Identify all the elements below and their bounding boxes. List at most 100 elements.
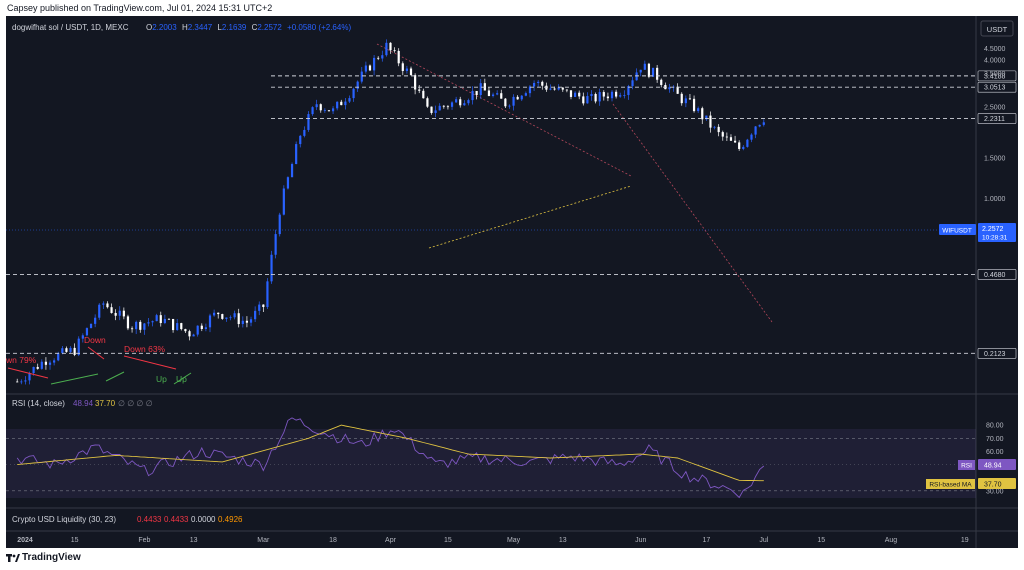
candle-body xyxy=(94,317,97,324)
candle-body xyxy=(241,320,244,325)
candle-body xyxy=(676,86,679,94)
publish-bar: Capsey published on TradingView.com, Jul… xyxy=(0,0,1024,16)
candle-body xyxy=(401,63,404,71)
candle-body xyxy=(352,88,355,99)
candle-body xyxy=(660,79,663,85)
chart-area[interactable]: dogwifhat sol / USDT, 1D, MEXC O2.2003 H… xyxy=(5,16,1018,548)
candle-body xyxy=(762,122,765,125)
level-tag xyxy=(977,70,1017,82)
time-tick-label: Apr xyxy=(385,537,397,544)
candle-body xyxy=(151,321,154,323)
candle-body xyxy=(249,319,253,323)
candle-body xyxy=(266,281,269,308)
candle-body xyxy=(348,98,351,102)
candle-body xyxy=(512,96,515,106)
price-tick-label: 4.5000 xyxy=(984,46,1006,53)
candle-body xyxy=(147,322,150,324)
candle-body xyxy=(126,316,130,329)
candle-body xyxy=(278,214,281,235)
candle-body xyxy=(537,81,540,83)
candle-body xyxy=(176,323,179,331)
current-price-tag xyxy=(978,223,1016,242)
time-tick-label: Jun xyxy=(635,537,646,544)
candle-body xyxy=(331,108,335,112)
candle-body xyxy=(643,63,646,70)
candle-body xyxy=(368,65,372,71)
time-axis[interactable]: 2024 15 Feb 13 Mar 18 Apr 15 May 13 Jun 17 Jul 15 Aug 1… xyxy=(17,537,969,544)
candle-body xyxy=(356,81,359,89)
candle-body xyxy=(171,318,175,331)
time-tick-label: 15 xyxy=(817,537,825,544)
candle-body xyxy=(692,98,696,112)
candle-body xyxy=(610,91,614,99)
candle-body xyxy=(738,142,741,149)
candle-body xyxy=(582,96,585,104)
currency-button[interactable] xyxy=(980,20,1014,37)
annotation-arrows xyxy=(7,346,192,385)
level-value: 0.2123 xyxy=(984,351,1006,358)
candle-body xyxy=(565,89,568,91)
candle-body xyxy=(65,348,68,352)
candle-body xyxy=(245,320,249,323)
candle-body xyxy=(504,98,507,107)
candle-body xyxy=(414,75,417,90)
chart-svg[interactable]: dogwifhat sol / USDT, 1D, MEXC O2.2003 H… xyxy=(5,16,1018,548)
time-tick-label: 18 xyxy=(329,537,337,544)
candle-body xyxy=(48,362,52,365)
candle-body xyxy=(208,315,212,328)
candle-body xyxy=(372,57,376,71)
candle-body xyxy=(81,335,84,339)
symbol-tag-label: WIFUSDT xyxy=(942,228,972,235)
rsi-tag xyxy=(958,460,975,470)
rsi-ma-value: 37.70 xyxy=(95,399,116,408)
rsi-tick-label: 70.00 xyxy=(986,436,1004,443)
candle-body xyxy=(561,87,564,90)
candle-body xyxy=(135,321,138,330)
candle-body xyxy=(36,366,39,369)
candle-body xyxy=(155,315,158,322)
candle-body xyxy=(656,67,659,80)
time-tick-label: 2024 xyxy=(17,537,33,544)
candle-body xyxy=(163,318,166,324)
countdown-value: 10:28:31 xyxy=(982,235,1008,242)
candle-body xyxy=(573,92,577,97)
o-value: 2.2003 xyxy=(152,23,177,32)
candle-body xyxy=(233,313,236,318)
candle-body xyxy=(463,103,466,106)
candle-body xyxy=(569,90,573,97)
candle-body xyxy=(110,307,113,313)
rsi-lines xyxy=(16,417,765,499)
candle-body xyxy=(225,317,228,319)
rsi-title[interactable]: RSI (14, close) xyxy=(12,399,65,408)
time-tick-label: 15 xyxy=(71,537,79,544)
candle-body xyxy=(24,380,27,382)
candle-body xyxy=(471,90,474,101)
rsi-placeholders: ∅ ∅ ∅ ∅ xyxy=(118,399,153,408)
candle-body xyxy=(122,310,125,317)
candle-body xyxy=(713,126,716,128)
rsi-ma-value-tag-text: 37.70 xyxy=(984,482,1002,489)
candle-body xyxy=(619,95,622,97)
candle-body xyxy=(237,313,240,325)
candle-body xyxy=(496,93,499,95)
candle-body xyxy=(430,106,433,113)
candle-body xyxy=(204,327,208,329)
candle-body xyxy=(217,312,220,315)
candle-body xyxy=(28,373,31,381)
time-tick-label: 13 xyxy=(190,537,198,544)
candle-body xyxy=(553,88,556,90)
level-value: 3.0513 xyxy=(984,85,1006,92)
candle-body xyxy=(290,164,294,178)
candle-body xyxy=(258,304,261,311)
candle-body xyxy=(327,110,331,112)
candle-body xyxy=(668,87,671,90)
candle-body xyxy=(295,144,298,165)
rsi-ma-tag-label: RSI-based MA xyxy=(929,482,972,489)
candle-body xyxy=(385,42,388,56)
liquidity-title[interactable]: Crypto USD Liquidity (30, 23) xyxy=(12,515,116,524)
symbol-legend[interactable]: dogwifhat sol / USDT, 1D, MEXC xyxy=(12,23,129,32)
rsi-line xyxy=(16,417,765,499)
candle-body xyxy=(20,381,23,383)
candle-body xyxy=(516,96,519,100)
candle-body xyxy=(180,323,183,330)
